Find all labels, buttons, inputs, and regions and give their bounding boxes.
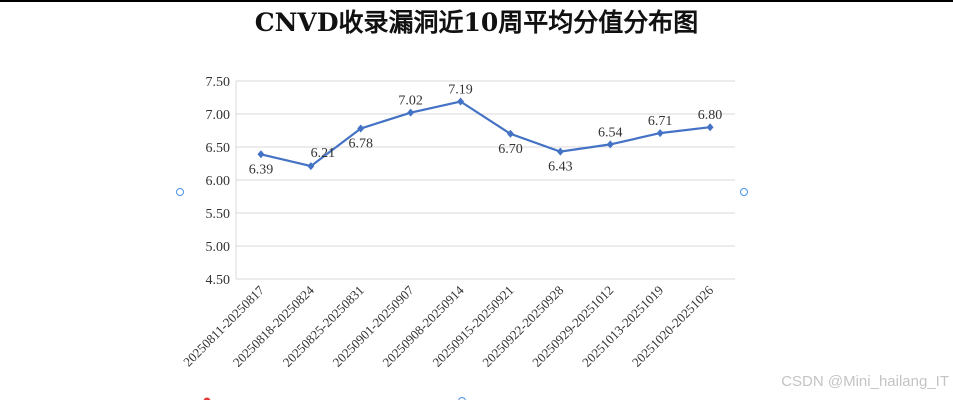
top-border-line (0, 0, 953, 2)
y-tick-label: 5.50 (206, 207, 231, 222)
resize-handle-bottom[interactable] (458, 397, 466, 400)
data-point-marker (506, 129, 514, 138)
y-tick-label: 4.50 (206, 273, 231, 288)
data-label: 6.39 (249, 162, 274, 177)
y-tick-label: 5.00 (206, 240, 231, 255)
data-point-marker (407, 108, 415, 117)
data-point-marker (556, 147, 564, 156)
y-tick-label: 7.00 (206, 108, 231, 123)
data-point-marker (706, 123, 714, 132)
data-label: 6.21 (311, 146, 336, 161)
watermark: CSDN @Mini_hailang_IT (781, 373, 949, 390)
data-label: 6.70 (498, 142, 523, 157)
data-point-marker (656, 129, 664, 138)
x-tick-label: 20250811-20250817 (180, 282, 267, 369)
series-line (260, 100, 711, 168)
data-label: 6.43 (548, 160, 573, 175)
chart-title: CNVD收录漏洞近10周平均分值分布图 (254, 8, 699, 37)
rotate-handle[interactable] (203, 397, 211, 400)
data-label: 6.78 (349, 137, 374, 152)
data-point-marker (457, 97, 465, 106)
data-point-marker (357, 124, 365, 133)
data-point-marker (307, 162, 315, 171)
y-tick-label: 6.00 (206, 174, 231, 189)
y-tick-label: 7.50 (206, 75, 231, 90)
resize-handle-right[interactable] (740, 188, 748, 196)
data-point-marker (606, 140, 614, 149)
resize-handle-left[interactable] (176, 188, 184, 196)
y-tick-label: 6.50 (206, 141, 231, 156)
data-label: 6.71 (648, 114, 673, 129)
data-label: 6.54 (598, 125, 623, 140)
data-label: 7.19 (448, 82, 473, 97)
data-label: 7.02 (398, 94, 423, 109)
data-label: 6.80 (698, 108, 723, 123)
data-point-marker (257, 150, 265, 159)
